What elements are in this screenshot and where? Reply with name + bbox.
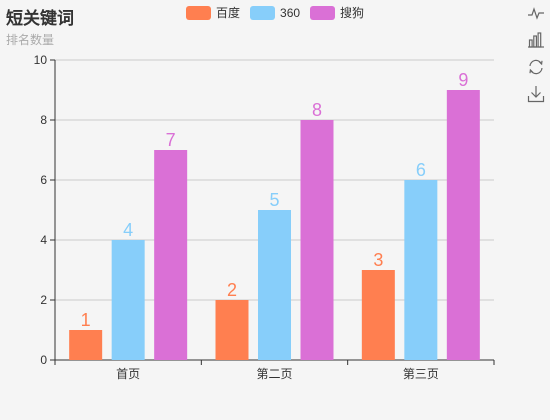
y-tick-label: 0 <box>40 353 47 367</box>
legend-item-sogou[interactable]: 搜狗 <box>310 4 364 21</box>
legend-item-baidu[interactable]: 百度 <box>186 4 240 21</box>
legend-label-sogou: 搜狗 <box>340 6 365 20</box>
bar <box>69 330 103 360</box>
bar <box>258 210 291 360</box>
data-label: 2 <box>227 280 237 300</box>
y-tick-label: 4 <box>40 233 47 247</box>
restore-icon[interactable] <box>527 58 545 76</box>
y-tick-label: 6 <box>40 173 47 187</box>
data-label: 8 <box>312 100 322 120</box>
bar <box>111 240 145 360</box>
data-label: 6 <box>416 160 426 180</box>
toolbox <box>527 4 545 112</box>
x-tick-label: 首页 <box>116 367 140 381</box>
y-tick-label: 10 <box>34 53 48 67</box>
data-label: 9 <box>458 70 468 90</box>
bar <box>404 180 438 360</box>
chart-subtitle: 排名数量 <box>6 33 55 47</box>
chart-title: 短关键词 <box>6 9 74 28</box>
bar <box>215 300 249 360</box>
legend: 百度 360 搜狗 <box>186 4 374 21</box>
legend-label-360: 360 <box>280 5 301 20</box>
data-label: 1 <box>81 310 91 330</box>
legend-swatch-baidu <box>186 5 211 20</box>
legend-swatch-360 <box>250 5 276 20</box>
bar <box>300 120 334 360</box>
legend-label-baidu: 百度 <box>216 6 241 20</box>
data-label: 7 <box>166 130 176 150</box>
bar <box>446 90 480 360</box>
data-label: 5 <box>269 190 279 210</box>
x-tick-label: 第二页 <box>256 367 292 381</box>
line-chart-icon[interactable] <box>527 4 545 22</box>
legend-swatch-sogou <box>310 5 336 20</box>
x-tick-label: 第三页 <box>403 367 439 381</box>
bar <box>154 150 188 360</box>
bar <box>361 270 395 360</box>
legend-item-360[interactable]: 360 <box>250 5 301 20</box>
data-label: 3 <box>373 250 383 270</box>
download-icon[interactable] <box>527 85 545 103</box>
y-tick-label: 2 <box>40 293 47 307</box>
y-tick-label: 8 <box>40 113 47 127</box>
bar-chart-icon[interactable] <box>527 31 545 49</box>
data-label: 4 <box>123 220 133 240</box>
